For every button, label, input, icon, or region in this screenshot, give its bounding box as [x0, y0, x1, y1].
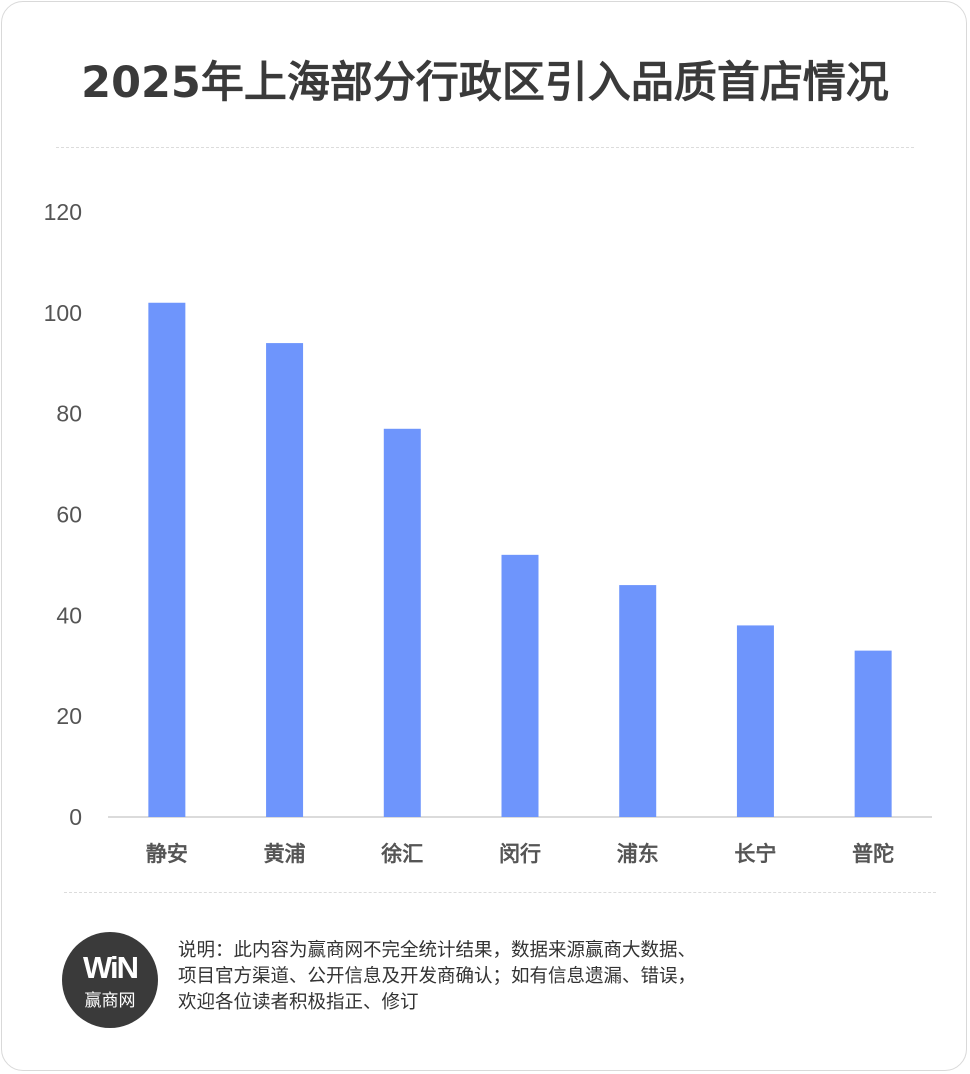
x-tick-label: 长宁: [734, 842, 776, 866]
bar-闵行: [501, 554, 539, 817]
y-tick-label: 80: [56, 401, 82, 427]
x-tick-label: 闵行: [499, 842, 541, 866]
title-divider: [56, 147, 914, 148]
y-tick-label: 120: [44, 199, 82, 225]
logo-mark: WiN: [83, 950, 139, 985]
bar-黄浦: [266, 343, 304, 817]
bar-chart: 0 20 40 60 80 100 120 静安 黄浦 徐汇 闵行 浦东 长宁 普陀: [44, 199, 932, 866]
bar-长宁: [736, 625, 774, 817]
footer-divider: [64, 892, 936, 893]
logo-name: 赢商网: [84, 991, 136, 1011]
bar-静安: [148, 302, 186, 817]
bar-浦东: [619, 585, 657, 817]
x-tick-label: 普陀: [852, 842, 894, 866]
x-tick-label: 静安: [146, 842, 188, 866]
x-tick-label: 黄浦: [264, 842, 306, 866]
winshang-logo: WiN 赢商网: [62, 932, 158, 1028]
footnote-line: 说明：此内容为赢商网不完全统计结果，数据来源赢商大数据、: [178, 940, 697, 961]
bar-普陀: [854, 650, 892, 817]
y-tick-label: 100: [44, 300, 82, 326]
y-tick-label: 60: [56, 502, 82, 528]
y-tick-label: 40: [56, 602, 82, 628]
x-tick-label: 徐汇: [380, 842, 423, 866]
chart-title: 2025年上海部分行政区引入品质首店情况: [81, 58, 889, 108]
footnote: 说明：此内容为赢商网不完全统计结果，数据来源赢商大数据、 项目官方渠道、公开信息…: [178, 938, 818, 1016]
footnote-line: 项目官方渠道、公开信息及开发商确认；如有信息遗漏、错误，: [178, 966, 697, 987]
y-tick-label: 0: [69, 804, 82, 830]
x-tick-label: 浦东: [617, 842, 659, 866]
bar-徐汇: [383, 428, 421, 817]
footnote-line: 欢迎各位读者积极指正、修订: [178, 992, 419, 1013]
y-tick-label: 20: [56, 703, 82, 729]
